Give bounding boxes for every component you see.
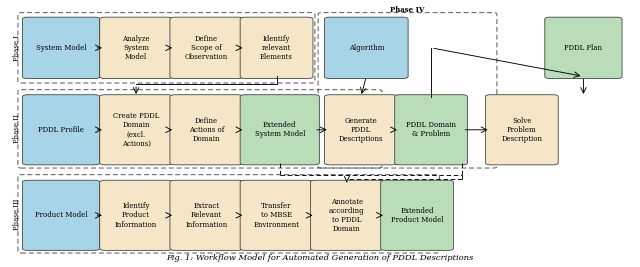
Text: PDDL Domain
& Problem: PDDL Domain & Problem [406, 121, 456, 138]
Text: Product Model: Product Model [35, 211, 87, 219]
Text: Analyze
System
Model: Analyze System Model [122, 35, 150, 61]
Text: Solve
Problem
Description: Solve Problem Description [501, 117, 542, 143]
FancyBboxPatch shape [240, 95, 319, 165]
Text: PDDL Plan: PDDL Plan [564, 44, 602, 52]
Text: Algorithm: Algorithm [349, 44, 384, 52]
Text: Extended
Product Model: Extended Product Model [391, 207, 444, 224]
FancyBboxPatch shape [485, 95, 558, 165]
Text: System Model: System Model [36, 44, 86, 52]
FancyBboxPatch shape [381, 180, 454, 250]
Text: Extended
System Model: Extended System Model [255, 121, 305, 138]
FancyBboxPatch shape [545, 17, 622, 78]
FancyBboxPatch shape [170, 95, 243, 165]
Text: PDDL Profile: PDDL Profile [38, 126, 84, 134]
Text: Define
Actions of
Domain: Define Actions of Domain [189, 117, 224, 143]
FancyBboxPatch shape [310, 180, 383, 250]
FancyBboxPatch shape [324, 17, 408, 78]
FancyBboxPatch shape [240, 17, 313, 78]
Text: Identify
relevant
Elements: Identify relevant Elements [260, 35, 293, 61]
Text: Annotate
according
to PDDL
Domain: Annotate according to PDDL Domain [329, 198, 365, 233]
FancyBboxPatch shape [22, 180, 100, 250]
Text: Extract
Relevant
Information: Extract Relevant Information [185, 202, 227, 229]
Text: Phase IV: Phase IV [390, 6, 425, 14]
FancyBboxPatch shape [100, 180, 173, 250]
FancyBboxPatch shape [100, 95, 173, 165]
Text: Create PDDL
Domain
(excl.
Actions): Create PDDL Domain (excl. Actions) [113, 112, 159, 148]
FancyBboxPatch shape [22, 95, 100, 165]
FancyBboxPatch shape [22, 17, 100, 78]
FancyBboxPatch shape [170, 17, 243, 78]
FancyBboxPatch shape [324, 95, 397, 165]
FancyBboxPatch shape [395, 95, 467, 165]
FancyBboxPatch shape [240, 180, 313, 250]
Text: Generate
PDDL
Descriptions: Generate PDDL Descriptions [339, 117, 383, 143]
Text: Phase I: Phase I [13, 35, 20, 61]
Text: Identify
Product
Information: Identify Product Information [115, 202, 157, 229]
Text: Phase II: Phase II [13, 115, 20, 143]
Text: Define
Scope of
Observation: Define Scope of Observation [185, 35, 228, 61]
Text: Fig. 1: Workflow Model for Automated Generation of PDDL Descriptions: Fig. 1: Workflow Model for Automated Gen… [166, 254, 474, 262]
FancyBboxPatch shape [100, 17, 173, 78]
Text: Phase III: Phase III [13, 198, 20, 230]
FancyBboxPatch shape [170, 180, 243, 250]
Text: Transfer
to MBSE
Environment: Transfer to MBSE Environment [253, 202, 300, 229]
